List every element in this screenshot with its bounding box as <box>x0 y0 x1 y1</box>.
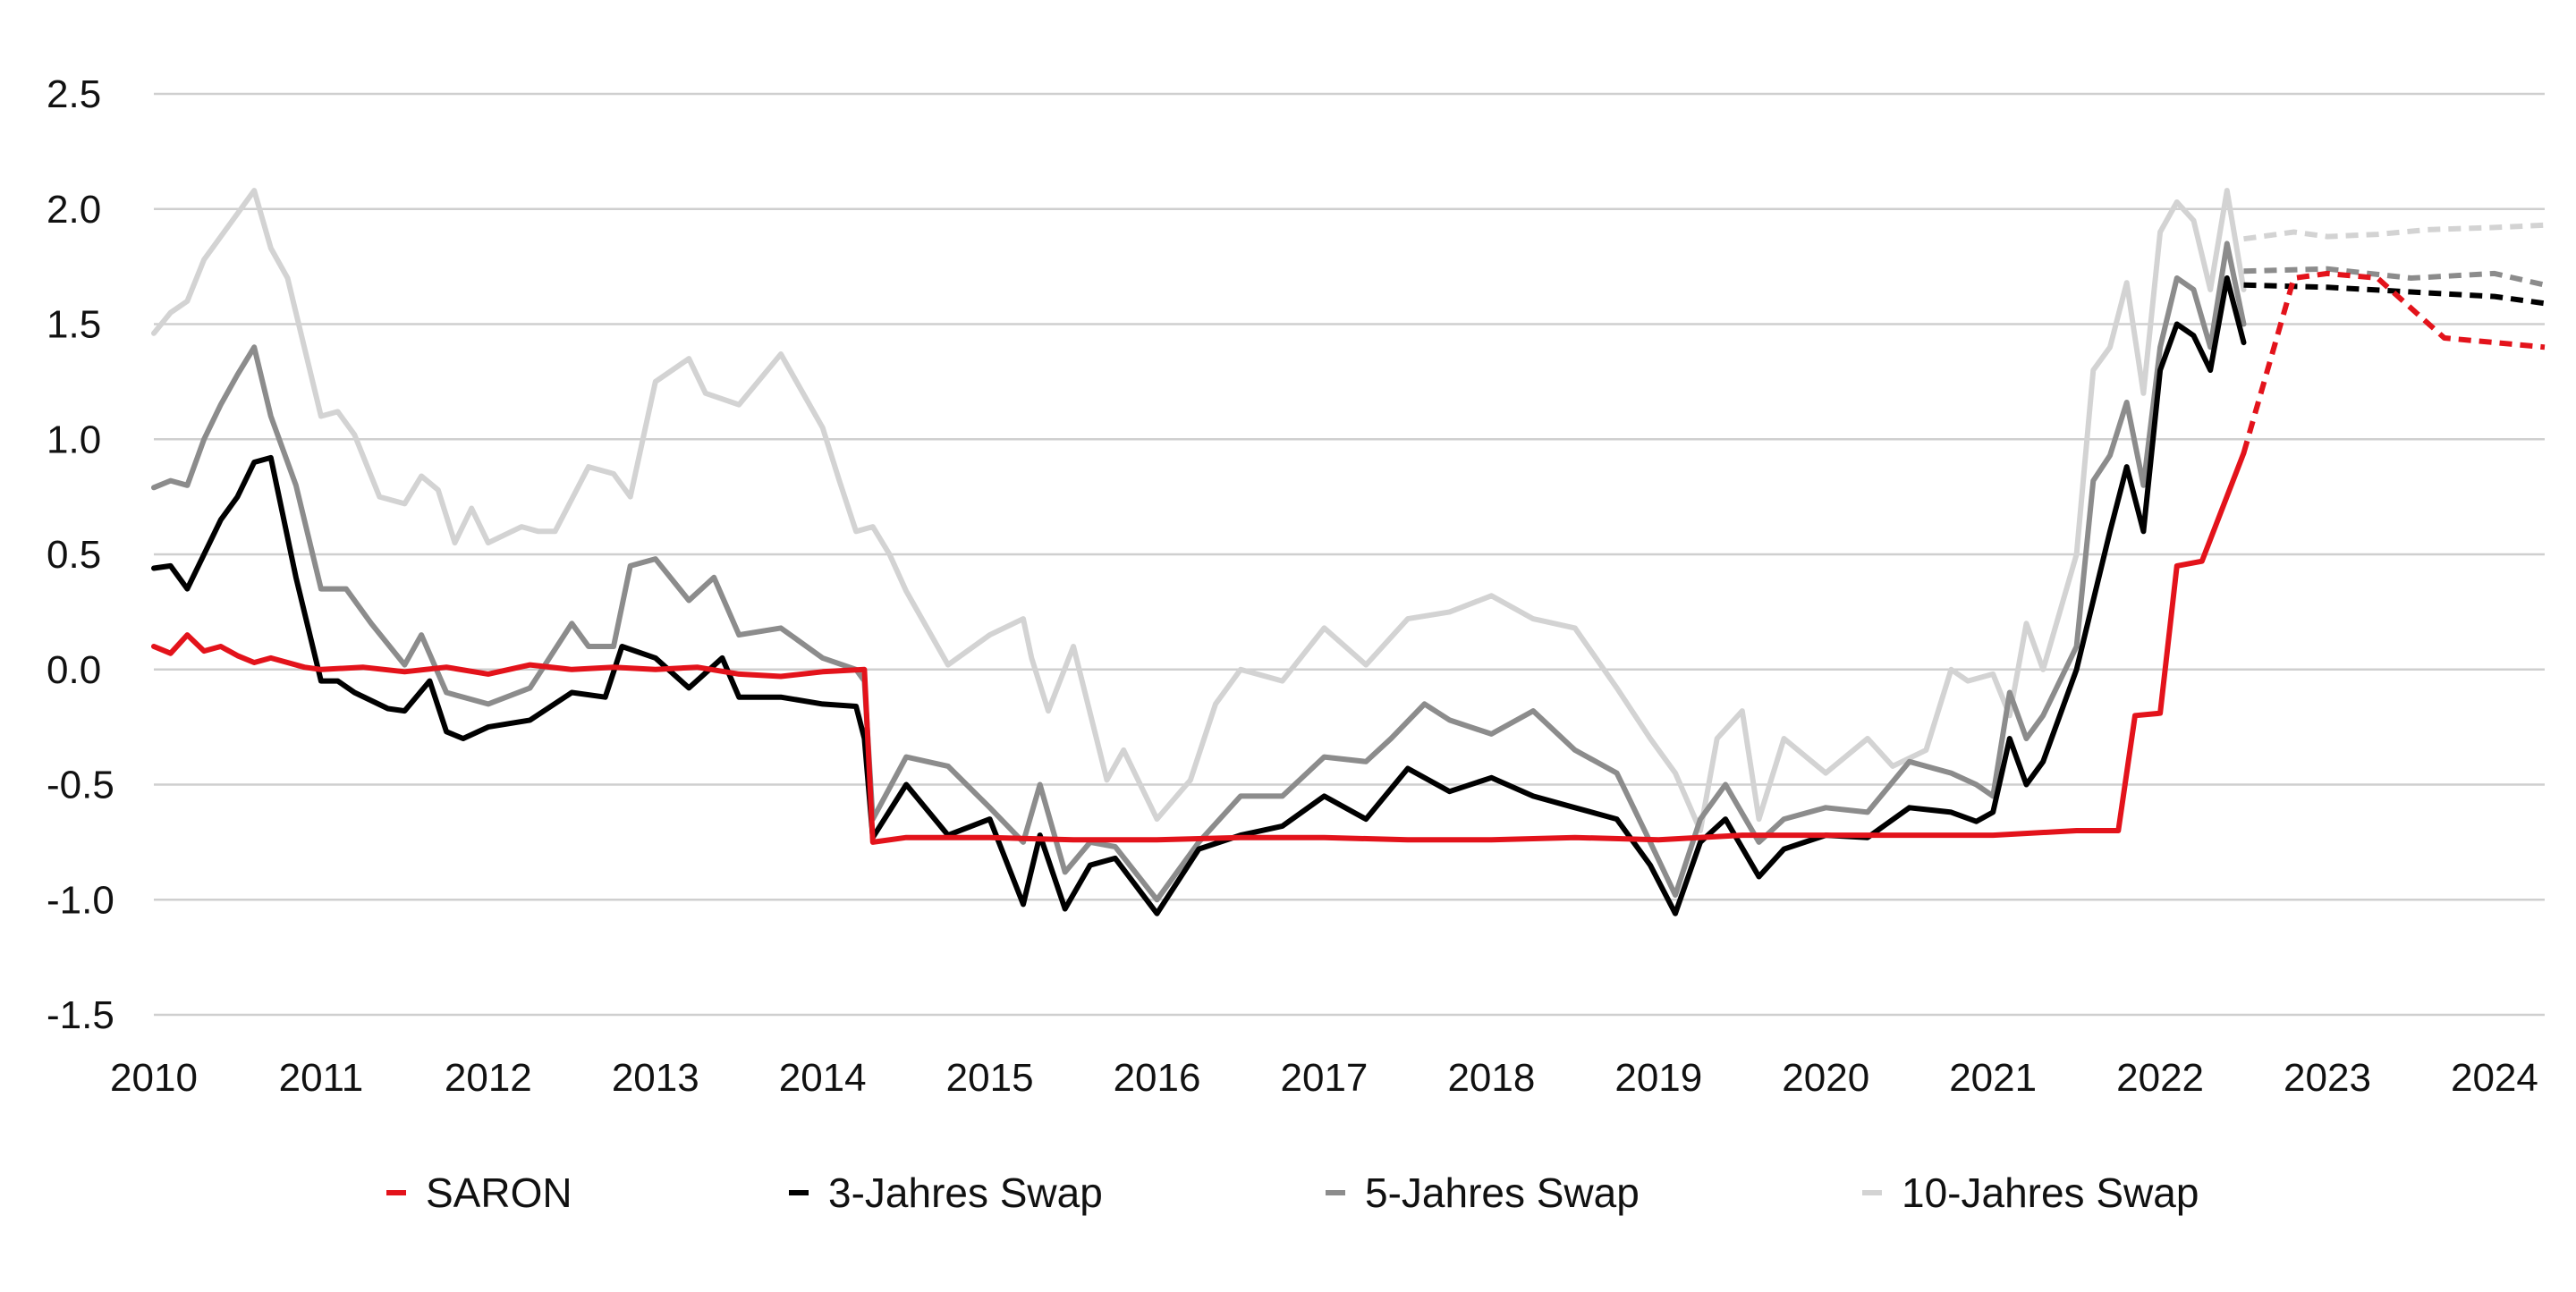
x-tick-label: 2019 <box>1614 1056 1702 1100</box>
forecast-line-saron <box>2241 270 2546 454</box>
series-line-3-jahres-swap <box>151 275 2247 916</box>
series-layer <box>151 188 2546 916</box>
legend: SARON 3-Jahres Swap 5-Jahres Swap 10-Jahres… <box>386 1170 2199 1216</box>
x-tick-label: 2018 <box>1447 1056 1535 1100</box>
y-tick-label: 2.0 <box>47 188 101 232</box>
y-tick-label: -1.5 <box>47 993 114 1037</box>
legend-label-10-jahres-swap: 10-Jahres Swap <box>1902 1170 2199 1216</box>
legend-label-3-jahres-swap: 3-Jahres Swap <box>828 1170 1103 1216</box>
y-tick-label: 0.0 <box>47 648 101 692</box>
x-tick-label: 2022 <box>2116 1056 2204 1100</box>
forecast-line-3-jahres-swap <box>2243 282 2546 307</box>
x-tick-label: 2023 <box>2284 1056 2371 1100</box>
x-tick-label: 2024 <box>2451 1056 2538 1100</box>
y-tick-label: -0.5 <box>47 764 114 807</box>
forecast-line-5-jahres-swap <box>2243 266 2546 288</box>
forecast-line-10-jahres-swap <box>2243 222 2546 242</box>
x-tick-label: 2020 <box>1782 1056 1869 1100</box>
x-tick-label: 2016 <box>1114 1056 1201 1100</box>
series-line-saron <box>151 450 2247 845</box>
series-line-5-jahres-swap <box>151 241 2247 903</box>
y-axis: 2.5 2.0 1.5 1.0 0.5 0.0 -0.5 -1.0 -1.5 <box>47 72 114 1037</box>
y-tick-label: 1.5 <box>47 303 101 347</box>
y-tick-label: 1.0 <box>47 418 101 461</box>
x-tick-label: 2013 <box>612 1056 699 1100</box>
x-tick-label: 2015 <box>946 1056 1034 1100</box>
y-tick-label: 2.5 <box>47 72 101 116</box>
x-tick-label: 2011 <box>279 1056 364 1100</box>
x-tick-label: 2017 <box>1281 1056 1368 1100</box>
legend-label-5-jahres-swap: 5-Jahres Swap <box>1365 1170 1640 1216</box>
x-tick-label: 2021 <box>1949 1056 2037 1100</box>
y-tick-label: -1.0 <box>47 878 114 922</box>
y-tick-label: 0.5 <box>47 533 101 577</box>
grid-layer <box>154 92 2545 1017</box>
x-tick-label: 2010 <box>110 1056 198 1100</box>
x-tick-label: 2012 <box>445 1056 532 1100</box>
legend-label-saron: SARON <box>426 1170 572 1216</box>
series-line-10-jahres-swap <box>151 188 2247 833</box>
x-axis: 2010 2011 2012 2013 2014 2015 2016 2017 2018 2019… <box>110 1056 2538 1100</box>
x-tick-label: 2014 <box>779 1056 867 1100</box>
